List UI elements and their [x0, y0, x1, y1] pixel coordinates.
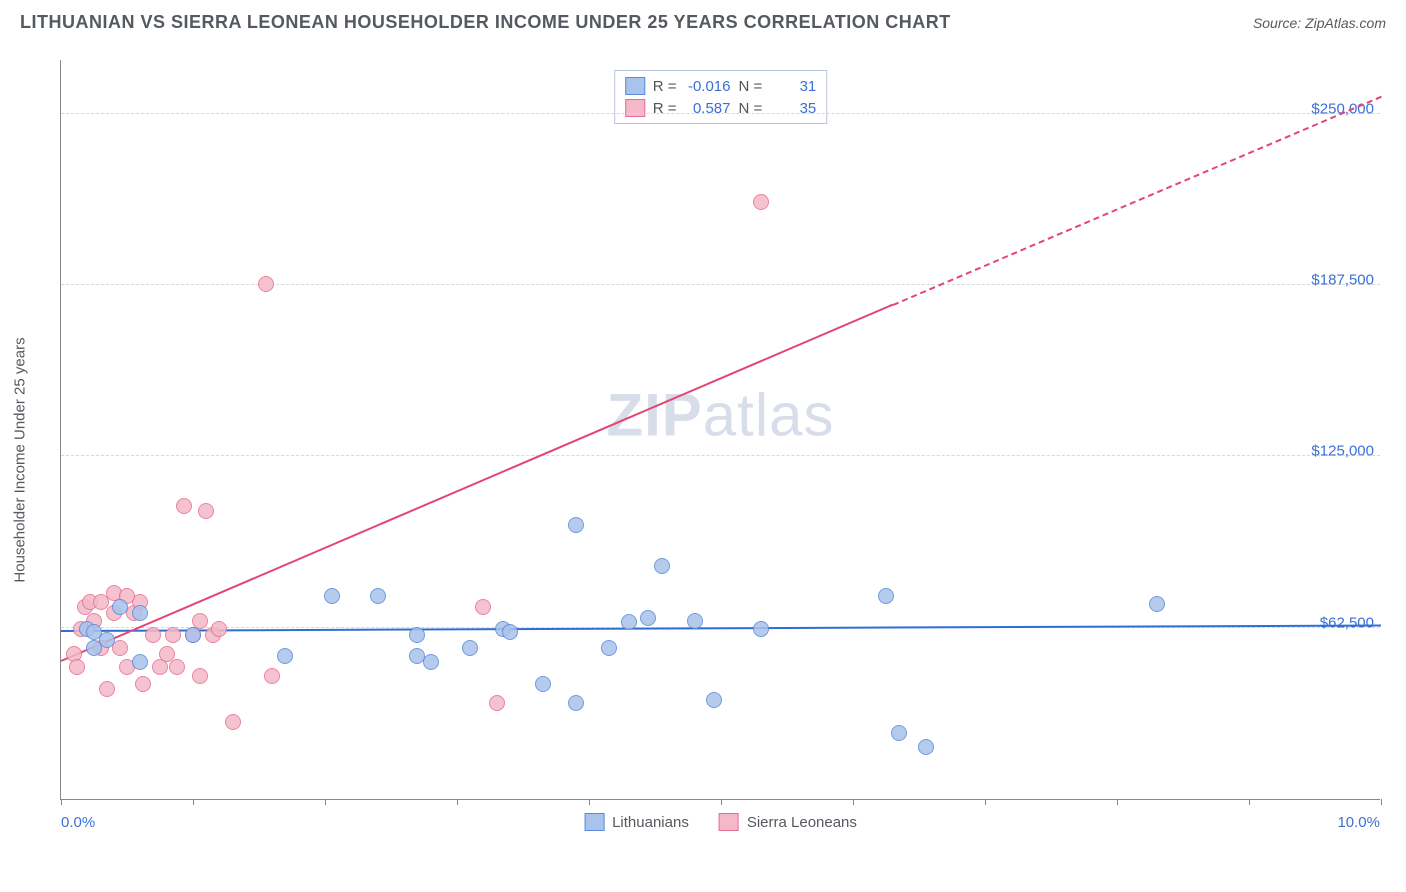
x-tick — [457, 799, 458, 805]
chart-header: LITHUANIAN VS SIERRA LEONEAN HOUSEHOLDER… — [0, 0, 1406, 41]
x-tick — [193, 799, 194, 805]
scatter-point-b — [225, 714, 241, 730]
scatter-point-a — [185, 627, 201, 643]
scatter-point-a — [706, 692, 722, 708]
y-tick-label: $187,500 — [1311, 272, 1374, 289]
x-tick — [1249, 799, 1250, 805]
grid-line — [61, 455, 1380, 456]
x-tick — [1117, 799, 1118, 805]
scatter-point-a — [568, 695, 584, 711]
scatter-point-a — [1149, 596, 1165, 612]
y-tick-label: $125,000 — [1311, 443, 1374, 460]
scatter-point-a — [601, 640, 617, 656]
x-tick — [721, 799, 722, 805]
x-tick — [1381, 799, 1382, 805]
scatter-point-b — [69, 659, 85, 675]
watermark-light: atlas — [703, 381, 835, 448]
x-axis-max-label: 10.0% — [1337, 814, 1380, 831]
scatter-point-a — [891, 725, 907, 741]
legend-row-a: R =-0.016 N =31 — [625, 75, 817, 97]
scatter-point-a — [132, 605, 148, 621]
scatter-point-a — [621, 614, 637, 630]
x-tick — [325, 799, 326, 805]
legend-swatch-b — [625, 99, 645, 117]
scatter-point-a — [753, 621, 769, 637]
scatter-point-a — [687, 613, 703, 629]
scatter-point-a — [277, 648, 293, 664]
scatter-point-b — [192, 668, 208, 684]
scatter-point-b — [258, 276, 274, 292]
scatter-point-b — [176, 498, 192, 514]
scatter-point-a — [99, 632, 115, 648]
legend-n-label-b: N =35 — [739, 100, 817, 117]
y-axis-label: Householder Income Under 25 years — [12, 337, 29, 582]
y-tick-label: $62,500 — [1320, 614, 1374, 631]
scatter-point-a — [423, 654, 439, 670]
x-tick — [985, 799, 986, 805]
scatter-point-b — [489, 695, 505, 711]
scatter-point-b — [165, 627, 181, 643]
scatter-point-a — [502, 624, 518, 640]
legend-label-b: Sierra Leoneans — [747, 814, 857, 831]
plot-area: ZIPatlas R =-0.016 N =31 R =0.587 N =35 … — [60, 60, 1380, 800]
scatter-point-a — [112, 599, 128, 615]
legend-label-a: Lithuanians — [612, 814, 689, 831]
legend-r-label-b: R =0.587 — [653, 100, 731, 117]
legend-r-label-a: R =-0.016 — [653, 78, 731, 95]
scatter-point-a — [640, 610, 656, 626]
trend-line — [61, 624, 1381, 631]
scatter-point-a — [132, 654, 148, 670]
scatter-point-a — [568, 517, 584, 533]
scatter-point-a — [535, 676, 551, 692]
scatter-point-a — [462, 640, 478, 656]
grid-line — [61, 113, 1380, 114]
scatter-point-b — [135, 676, 151, 692]
scatter-point-b — [753, 194, 769, 210]
legend-swatch-b-icon — [719, 813, 739, 831]
legend-item-a: Lithuanians — [584, 813, 689, 831]
x-tick — [589, 799, 590, 805]
scatter-point-a — [918, 739, 934, 755]
legend-item-b: Sierra Leoneans — [719, 813, 857, 831]
chart-title: LITHUANIAN VS SIERRA LEONEAN HOUSEHOLDER… — [20, 12, 951, 33]
legend-series: Lithuanians Sierra Leoneans — [584, 813, 857, 831]
legend-correlation-box: R =-0.016 N =31 R =0.587 N =35 — [614, 70, 828, 124]
legend-swatch-a — [625, 77, 645, 95]
x-tick — [61, 799, 62, 805]
x-tick — [853, 799, 854, 805]
scatter-point-a — [86, 624, 102, 640]
chart-container: Householder Income Under 25 years ZIPatl… — [50, 50, 1390, 870]
scatter-point-a — [654, 558, 670, 574]
scatter-point-a — [370, 588, 386, 604]
scatter-point-b — [145, 627, 161, 643]
scatter-point-a — [878, 588, 894, 604]
scatter-point-b — [264, 668, 280, 684]
scatter-point-b — [198, 503, 214, 519]
legend-row-b: R =0.587 N =35 — [625, 97, 817, 119]
legend-n-label-a: N =31 — [739, 78, 817, 95]
scatter-point-a — [409, 627, 425, 643]
x-axis-min-label: 0.0% — [61, 814, 95, 831]
trend-line — [892, 95, 1381, 305]
scatter-point-b — [152, 659, 168, 675]
chart-source: Source: ZipAtlas.com — [1253, 15, 1386, 31]
scatter-point-b — [112, 640, 128, 656]
watermark: ZIPatlas — [606, 380, 834, 449]
scatter-point-b — [211, 621, 227, 637]
scatter-point-b — [475, 599, 491, 615]
scatter-point-a — [324, 588, 340, 604]
scatter-point-b — [169, 659, 185, 675]
legend-swatch-a-icon — [584, 813, 604, 831]
scatter-point-b — [159, 646, 175, 662]
scatter-point-b — [99, 681, 115, 697]
